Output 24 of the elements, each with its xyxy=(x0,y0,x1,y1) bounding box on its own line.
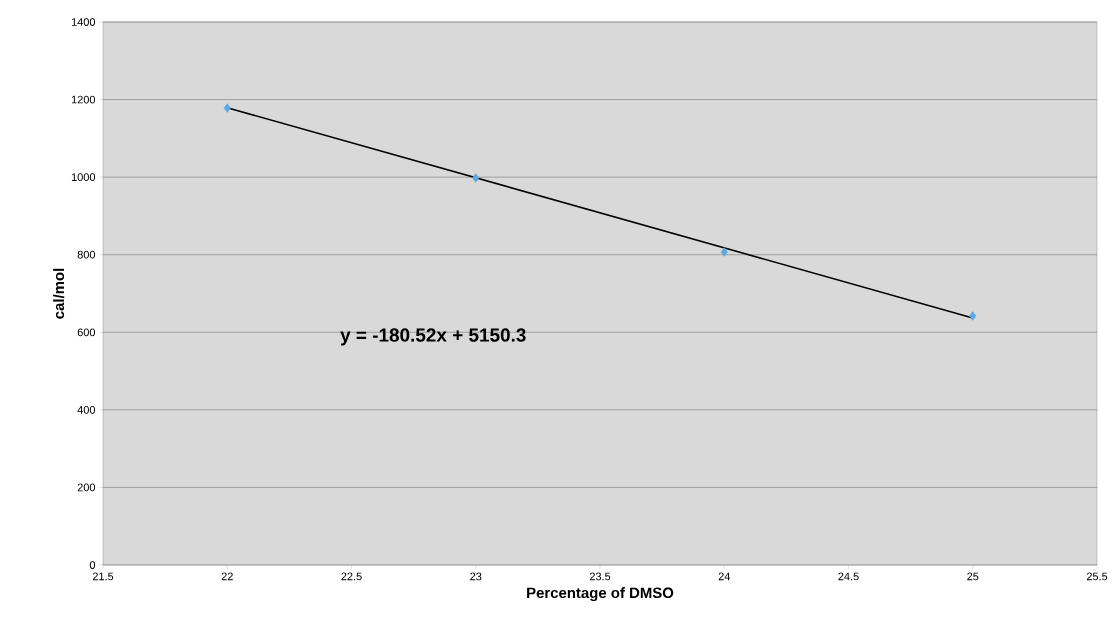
y-axis-title: cal/mol xyxy=(53,268,65,319)
x-tick-label: 21.5 xyxy=(92,572,114,581)
y-tick-label: 600 xyxy=(77,328,96,337)
y-tick-label: 1200 xyxy=(71,95,96,104)
x-tick-label: 24 xyxy=(718,572,731,581)
x-tick-label: 25.5 xyxy=(1086,572,1108,581)
point xyxy=(223,103,231,113)
x-tick-label: 25 xyxy=(967,572,979,581)
x-tick-label: 24.5 xyxy=(838,572,859,581)
y-tick-label: 800 xyxy=(77,250,96,259)
x-tick-label: 23.5 xyxy=(589,572,611,581)
y-tick-label: 1000 xyxy=(71,173,96,182)
point xyxy=(969,311,977,321)
x-tick-label: 23 xyxy=(470,572,482,581)
annotation: y = -180.52x + 5150.3 xyxy=(340,328,526,346)
y-tick-label: 400 xyxy=(77,405,96,414)
x-axis-title: Percentage of DMSO xyxy=(527,587,674,602)
x-tick-label: 22.5 xyxy=(341,572,362,581)
point xyxy=(472,173,480,183)
y-tick-label: 0 xyxy=(89,561,96,569)
x-tick-label: 22 xyxy=(221,572,233,581)
y-tick-label: 200 xyxy=(77,483,96,492)
y-tick-label: 1400 xyxy=(71,18,96,26)
point xyxy=(720,247,728,257)
